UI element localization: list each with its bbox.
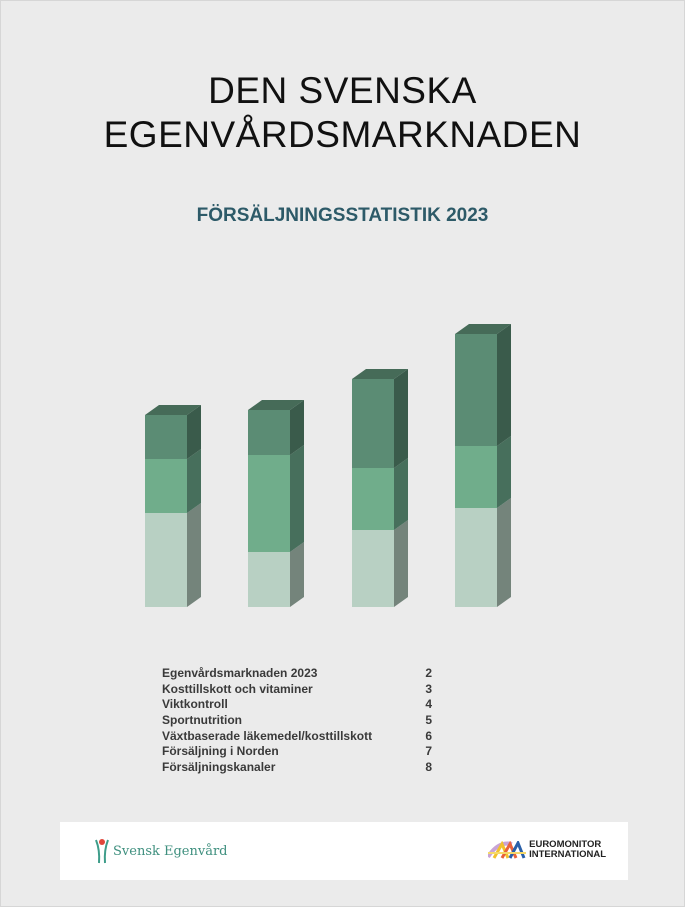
bar-segment-side bbox=[290, 400, 304, 455]
bar-segment bbox=[248, 552, 290, 607]
toc-item[interactable]: Växtbaserade läkemedel/kosttillskott 6 bbox=[162, 729, 432, 745]
toc-label: Sportnutrition bbox=[162, 713, 242, 728]
toc-page: 6 bbox=[425, 728, 432, 743]
toc-label: Försäljning i Norden bbox=[162, 744, 279, 759]
title-line-1: DEN SVENSKA bbox=[208, 70, 477, 111]
toc-item[interactable]: Egenvårdsmarknaden 2023 2 bbox=[162, 666, 432, 682]
bar-segment bbox=[352, 530, 394, 607]
footer-logos: Svensk Egenvård EUROMONITOR INTERNATIONA… bbox=[60, 822, 628, 880]
bar-segment-side bbox=[187, 449, 201, 513]
bar-top bbox=[145, 405, 201, 415]
bar-segment bbox=[145, 415, 187, 459]
bar-segment-side bbox=[394, 369, 408, 468]
toc-page: 8 bbox=[425, 760, 432, 775]
bar-segment-side bbox=[497, 436, 511, 508]
toc-page: 3 bbox=[425, 681, 432, 696]
euromonitor-text-1: EUROMONITOR bbox=[529, 839, 602, 850]
bar-segment bbox=[145, 513, 187, 607]
bar-top bbox=[248, 400, 304, 410]
bar-segment-side bbox=[187, 405, 201, 459]
toc-item[interactable]: Försäljning i Norden 7 bbox=[162, 744, 432, 760]
bar-segment bbox=[248, 410, 290, 455]
table-of-contents: Egenvårdsmarknaden 2023 2 Kosttillskott oc… bbox=[162, 666, 432, 776]
toc-label: Egenvårdsmarknaden 2023 bbox=[162, 666, 318, 680]
toc-label: Kosttillskott och vitaminer bbox=[162, 681, 313, 696]
toc-page: 4 bbox=[425, 697, 432, 712]
bar-top bbox=[455, 324, 511, 334]
bar-segment-side bbox=[497, 324, 511, 446]
toc-page: 2 bbox=[425, 666, 432, 680]
toc-label: Viktkontroll bbox=[162, 697, 228, 712]
title-line-2: EGENVÅRDSMARKNADEN bbox=[103, 114, 582, 155]
toc-item[interactable]: Viktkontroll 4 bbox=[162, 697, 432, 713]
toc-label: Försäljningskanaler bbox=[162, 760, 276, 775]
bar-segment-side bbox=[394, 520, 408, 607]
bar-segment bbox=[248, 455, 290, 552]
bar-segment bbox=[352, 379, 394, 468]
bar-segment bbox=[145, 459, 187, 513]
bar-segment bbox=[455, 334, 497, 446]
bar-segment bbox=[455, 446, 497, 508]
euromonitor-arches-icon bbox=[488, 841, 527, 859]
bar-segment-side bbox=[394, 458, 408, 530]
bar-top bbox=[352, 369, 408, 379]
bar-segment-side bbox=[187, 503, 201, 607]
bar-segment bbox=[352, 468, 394, 530]
bar-segment bbox=[455, 508, 497, 607]
bar-segment-side bbox=[290, 445, 304, 552]
toc-label: Växtbaserade läkemedel/kosttillskott bbox=[162, 728, 373, 743]
toc-item[interactable]: Kosttillskott och vitaminer 3 bbox=[162, 682, 432, 698]
toc-page: 5 bbox=[425, 713, 432, 728]
euromonitor-logo: EUROMONITOR INTERNATIONAL bbox=[488, 840, 606, 860]
svensk-egenvard-logo: Svensk Egenvård bbox=[94, 838, 228, 864]
person-logo-icon bbox=[95, 839, 109, 864]
subtitle: FÖRSÄLJNINGSSTATISTIK 2023 bbox=[196, 205, 489, 226]
bar-segment-side bbox=[497, 498, 511, 607]
toc-item[interactable]: Sportnutrition 5 bbox=[162, 713, 432, 729]
bar-segment-side bbox=[290, 542, 304, 607]
svensk-egenvard-text: Svensk Egenvård bbox=[113, 843, 228, 859]
toc-item[interactable]: Försäljningskanaler 8 bbox=[162, 760, 432, 776]
euromonitor-text-2: INTERNATIONAL bbox=[529, 849, 606, 860]
toc-page: 7 bbox=[425, 744, 432, 759]
